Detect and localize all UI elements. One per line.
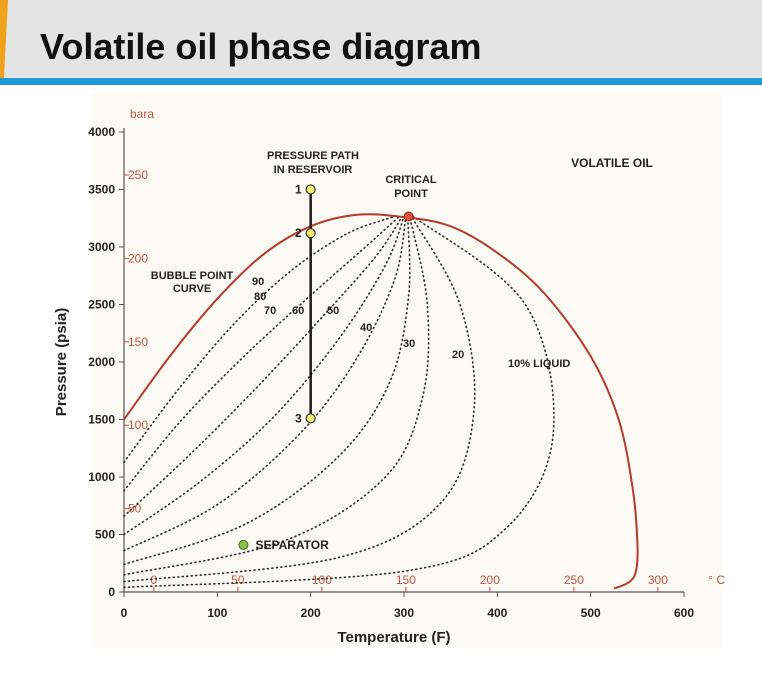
quality-line-label: 50 xyxy=(327,305,339,317)
bara-tick-label: 50 xyxy=(128,502,142,516)
quality-line-label: 90 xyxy=(252,276,264,288)
celsius-tick-label: 100 xyxy=(312,573,332,587)
critical-point-label: POINT xyxy=(394,188,428,200)
celsius-tick-label: 300 xyxy=(648,573,668,587)
phase-envelope xyxy=(123,213,639,590)
x-tick-label: 600 xyxy=(674,606,694,620)
separator-label: SEPARATOR xyxy=(255,538,329,552)
x-tick-label: 300 xyxy=(394,606,414,620)
bubble-point-label: BUBBLE POINT xyxy=(151,270,234,282)
title-rule xyxy=(0,78,762,85)
bara-tick-label: 100 xyxy=(128,418,148,432)
separator-marker xyxy=(238,539,249,550)
bara-tick-label: 250 xyxy=(128,168,148,182)
celsius-tick-label: 50 xyxy=(231,573,245,587)
y-tick-label: 2000 xyxy=(88,355,115,369)
celsius-unit: ° C xyxy=(708,573,725,587)
pressure-path-point xyxy=(305,184,316,195)
title-bar: Volatile oil phase diagram xyxy=(0,0,762,85)
bara-tick-label: 200 xyxy=(128,251,148,265)
quality-line xyxy=(123,215,411,566)
critical-point-marker xyxy=(403,211,414,222)
celsius-tick-label: 200 xyxy=(480,573,500,587)
pressure-path-point xyxy=(305,413,316,424)
y-tick-label: 3500 xyxy=(88,183,115,197)
quality-line-label: 10% LIQUID xyxy=(508,358,570,370)
x-tick-label: 100 xyxy=(207,606,227,620)
celsius-tick-label: 250 xyxy=(564,573,584,587)
quality-line-label: 40 xyxy=(360,322,372,334)
x-tick-label: 500 xyxy=(581,606,601,620)
y-axis-title: Pressure (psia) xyxy=(53,308,70,416)
phase-diagram-chart: 0 100 200 300 400 500 600050010001500200025003… xyxy=(53,93,725,648)
pressure-path-point xyxy=(305,228,316,239)
pressure-path-title: IN RESERVOIR xyxy=(274,164,353,176)
quality-line xyxy=(123,215,405,536)
chart-title: VOLATILE OIL xyxy=(571,156,653,170)
quality-line-label: 20 xyxy=(452,349,464,361)
quality-line xyxy=(123,215,407,552)
y-tick-label: 3000 xyxy=(88,240,115,254)
quality-line-label: 30 xyxy=(403,338,415,350)
quality-line xyxy=(123,215,555,589)
chart-area: 0 100 200 300 400 500 600 0 500 1000 1500 2000 2500 3… xyxy=(0,85,762,672)
pressure-path-title: PRESSURE PATH xyxy=(267,150,359,162)
x-tick-label: 400 xyxy=(487,606,507,620)
pressure-path-point-label: 2 xyxy=(295,226,302,240)
pressure-path-point-label: 3 xyxy=(295,411,302,425)
celsius-tick-label: 0 xyxy=(151,573,158,587)
quality-line xyxy=(123,215,396,463)
bubble-point-label: CURVE xyxy=(173,283,211,295)
x-axis-title: Temperature (F) xyxy=(337,629,450,646)
quality-line-label: 70 xyxy=(264,305,276,317)
bara-unit: bara xyxy=(130,107,154,121)
quality-line-label: 80 xyxy=(254,291,266,303)
celsius-tick-label: 150 xyxy=(396,573,416,587)
x-tick-label: 0 xyxy=(121,606,128,620)
y-tick-label: 4000 xyxy=(88,125,115,139)
accent-strip xyxy=(0,0,8,84)
pressure-path-point-label: 1 xyxy=(295,183,302,197)
x-tick-label: 200 xyxy=(301,606,321,620)
critical-point-label: CRITICAL xyxy=(385,174,437,186)
y-tick-label: 1500 xyxy=(88,413,115,427)
y-tick-label: 2500 xyxy=(88,298,115,312)
quality-line-label: 60 xyxy=(292,305,304,317)
quality-line xyxy=(123,215,476,583)
quality-line xyxy=(123,215,430,576)
bara-tick-label: 150 xyxy=(128,335,148,349)
quality-line xyxy=(123,215,403,517)
plot-background xyxy=(92,93,722,648)
y-tick-label: 0 xyxy=(108,585,115,599)
y-tick-label: 1000 xyxy=(88,470,115,484)
page-title: Volatile oil phase diagram xyxy=(40,26,482,67)
y-tick-label: 500 xyxy=(95,528,115,542)
